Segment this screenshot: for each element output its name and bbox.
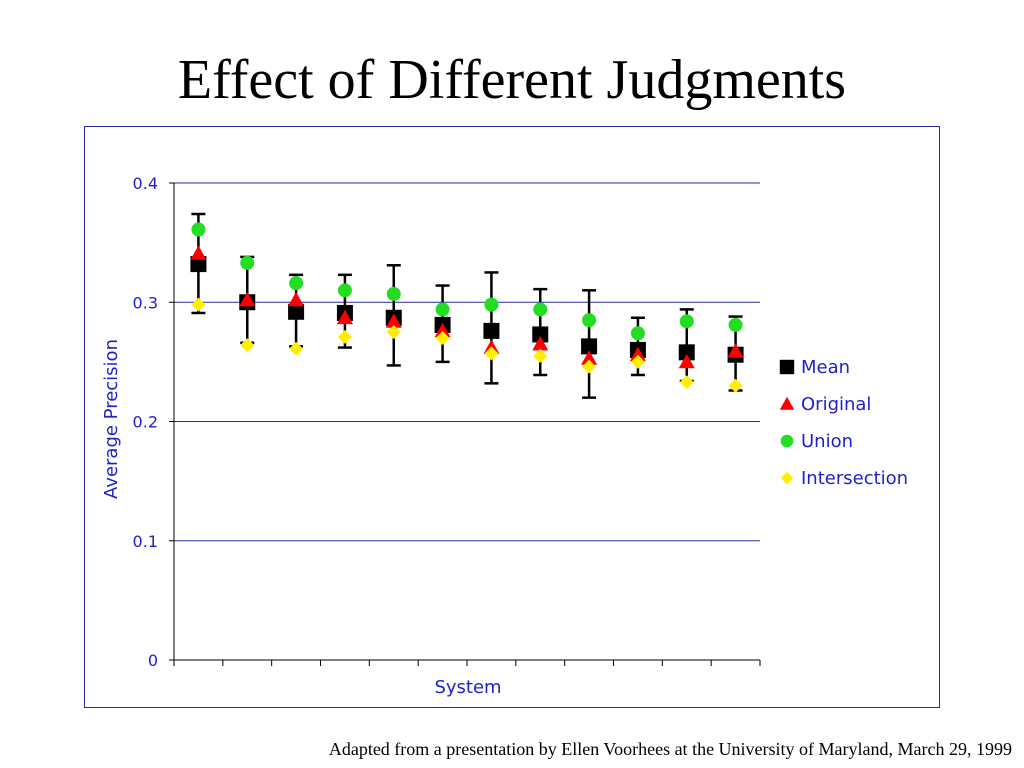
- union-point: [679, 314, 694, 329]
- original-point: [190, 245, 207, 260]
- original-point: [532, 335, 549, 351]
- original-point: [336, 309, 353, 325]
- chart-svg: 0 0.1 0.2 0.3 0.4 Mean Original Union Intersect…: [101, 174, 908, 698]
- original-point: [678, 353, 695, 369]
- intersection-point: [582, 359, 597, 374]
- original-point: [288, 291, 305, 307]
- y-tick-label: 0.4: [133, 174, 158, 193]
- y-tick-label: 0.2: [133, 413, 158, 432]
- legend-marker-original: [779, 396, 795, 410]
- mean-point: [190, 256, 207, 273]
- union-point: [289, 276, 304, 291]
- intersection-point: [484, 346, 499, 361]
- union-point: [630, 326, 645, 341]
- union-point: [337, 283, 352, 298]
- original-point: [385, 313, 402, 328]
- legend-label-original: Original: [801, 394, 871, 415]
- intersection-point: [386, 325, 401, 340]
- intersection-point: [630, 354, 645, 369]
- mean-point: [288, 303, 305, 320]
- union-point: [484, 297, 499, 312]
- union-point: [582, 313, 597, 328]
- legend-marker-union: [780, 434, 794, 448]
- intersection-point: [337, 329, 352, 344]
- intersection-point: [533, 348, 548, 363]
- mean-point: [581, 338, 598, 355]
- slide-caption: Adapted from a presentation by Ellen Voo…: [328, 739, 1012, 759]
- union-point: [240, 255, 255, 270]
- legend-item-union: Union: [780, 431, 853, 452]
- union-point: [386, 286, 401, 301]
- x-axis-label: System: [434, 677, 501, 698]
- series-union: [191, 222, 743, 341]
- gridlines: [174, 182, 760, 542]
- mean-point: [678, 344, 695, 361]
- original-point: [239, 291, 256, 307]
- original-point: [629, 346, 646, 362]
- intersection-point: [289, 341, 304, 356]
- original-point: [581, 350, 598, 365]
- series-mean: [190, 256, 744, 363]
- original-point: [727, 343, 744, 358]
- legend-marker-mean: [779, 359, 795, 375]
- axes: 0 0.1 0.2 0.3 0.4: [133, 174, 761, 670]
- legend-item-mean: Mean: [779, 357, 850, 378]
- y-tick-label: 0: [148, 651, 158, 670]
- legend-marker-intersection: [780, 471, 794, 485]
- union-point: [435, 302, 450, 317]
- legend: Mean Original Union Intersection: [779, 357, 908, 489]
- legend-label-mean: Mean: [801, 357, 850, 378]
- intersection-point: [240, 338, 255, 353]
- mean-point: [483, 322, 500, 339]
- legend-item-intersection: Intersection: [780, 468, 908, 489]
- mean-point: [532, 326, 549, 343]
- slide-title: Effect of Different Judgments: [177, 49, 847, 111]
- intersection-point: [679, 375, 694, 390]
- legend-label-union: Union: [801, 431, 853, 452]
- union-point: [728, 317, 743, 332]
- y-axis-label: Average Precision: [101, 339, 122, 499]
- series-intersection: [191, 297, 743, 393]
- union-point: [191, 222, 206, 237]
- union-point: [533, 302, 548, 317]
- data-markers: [190, 222, 744, 393]
- intersection-point: [191, 297, 206, 312]
- legend-label-intersection: Intersection: [801, 468, 908, 489]
- series-original: [190, 245, 744, 369]
- legend-item-original: Original: [779, 394, 871, 415]
- chart-frame: 0 0.1 0.2 0.3 0.4 Mean Original Union Intersect…: [84, 126, 940, 708]
- y-tick-label: 0.3: [133, 293, 158, 312]
- original-point: [434, 322, 451, 338]
- intersection-point: [728, 378, 743, 393]
- y-tick-label: 0.1: [133, 532, 158, 551]
- intersection-point: [435, 331, 450, 346]
- error-bars: [191, 212, 743, 399]
